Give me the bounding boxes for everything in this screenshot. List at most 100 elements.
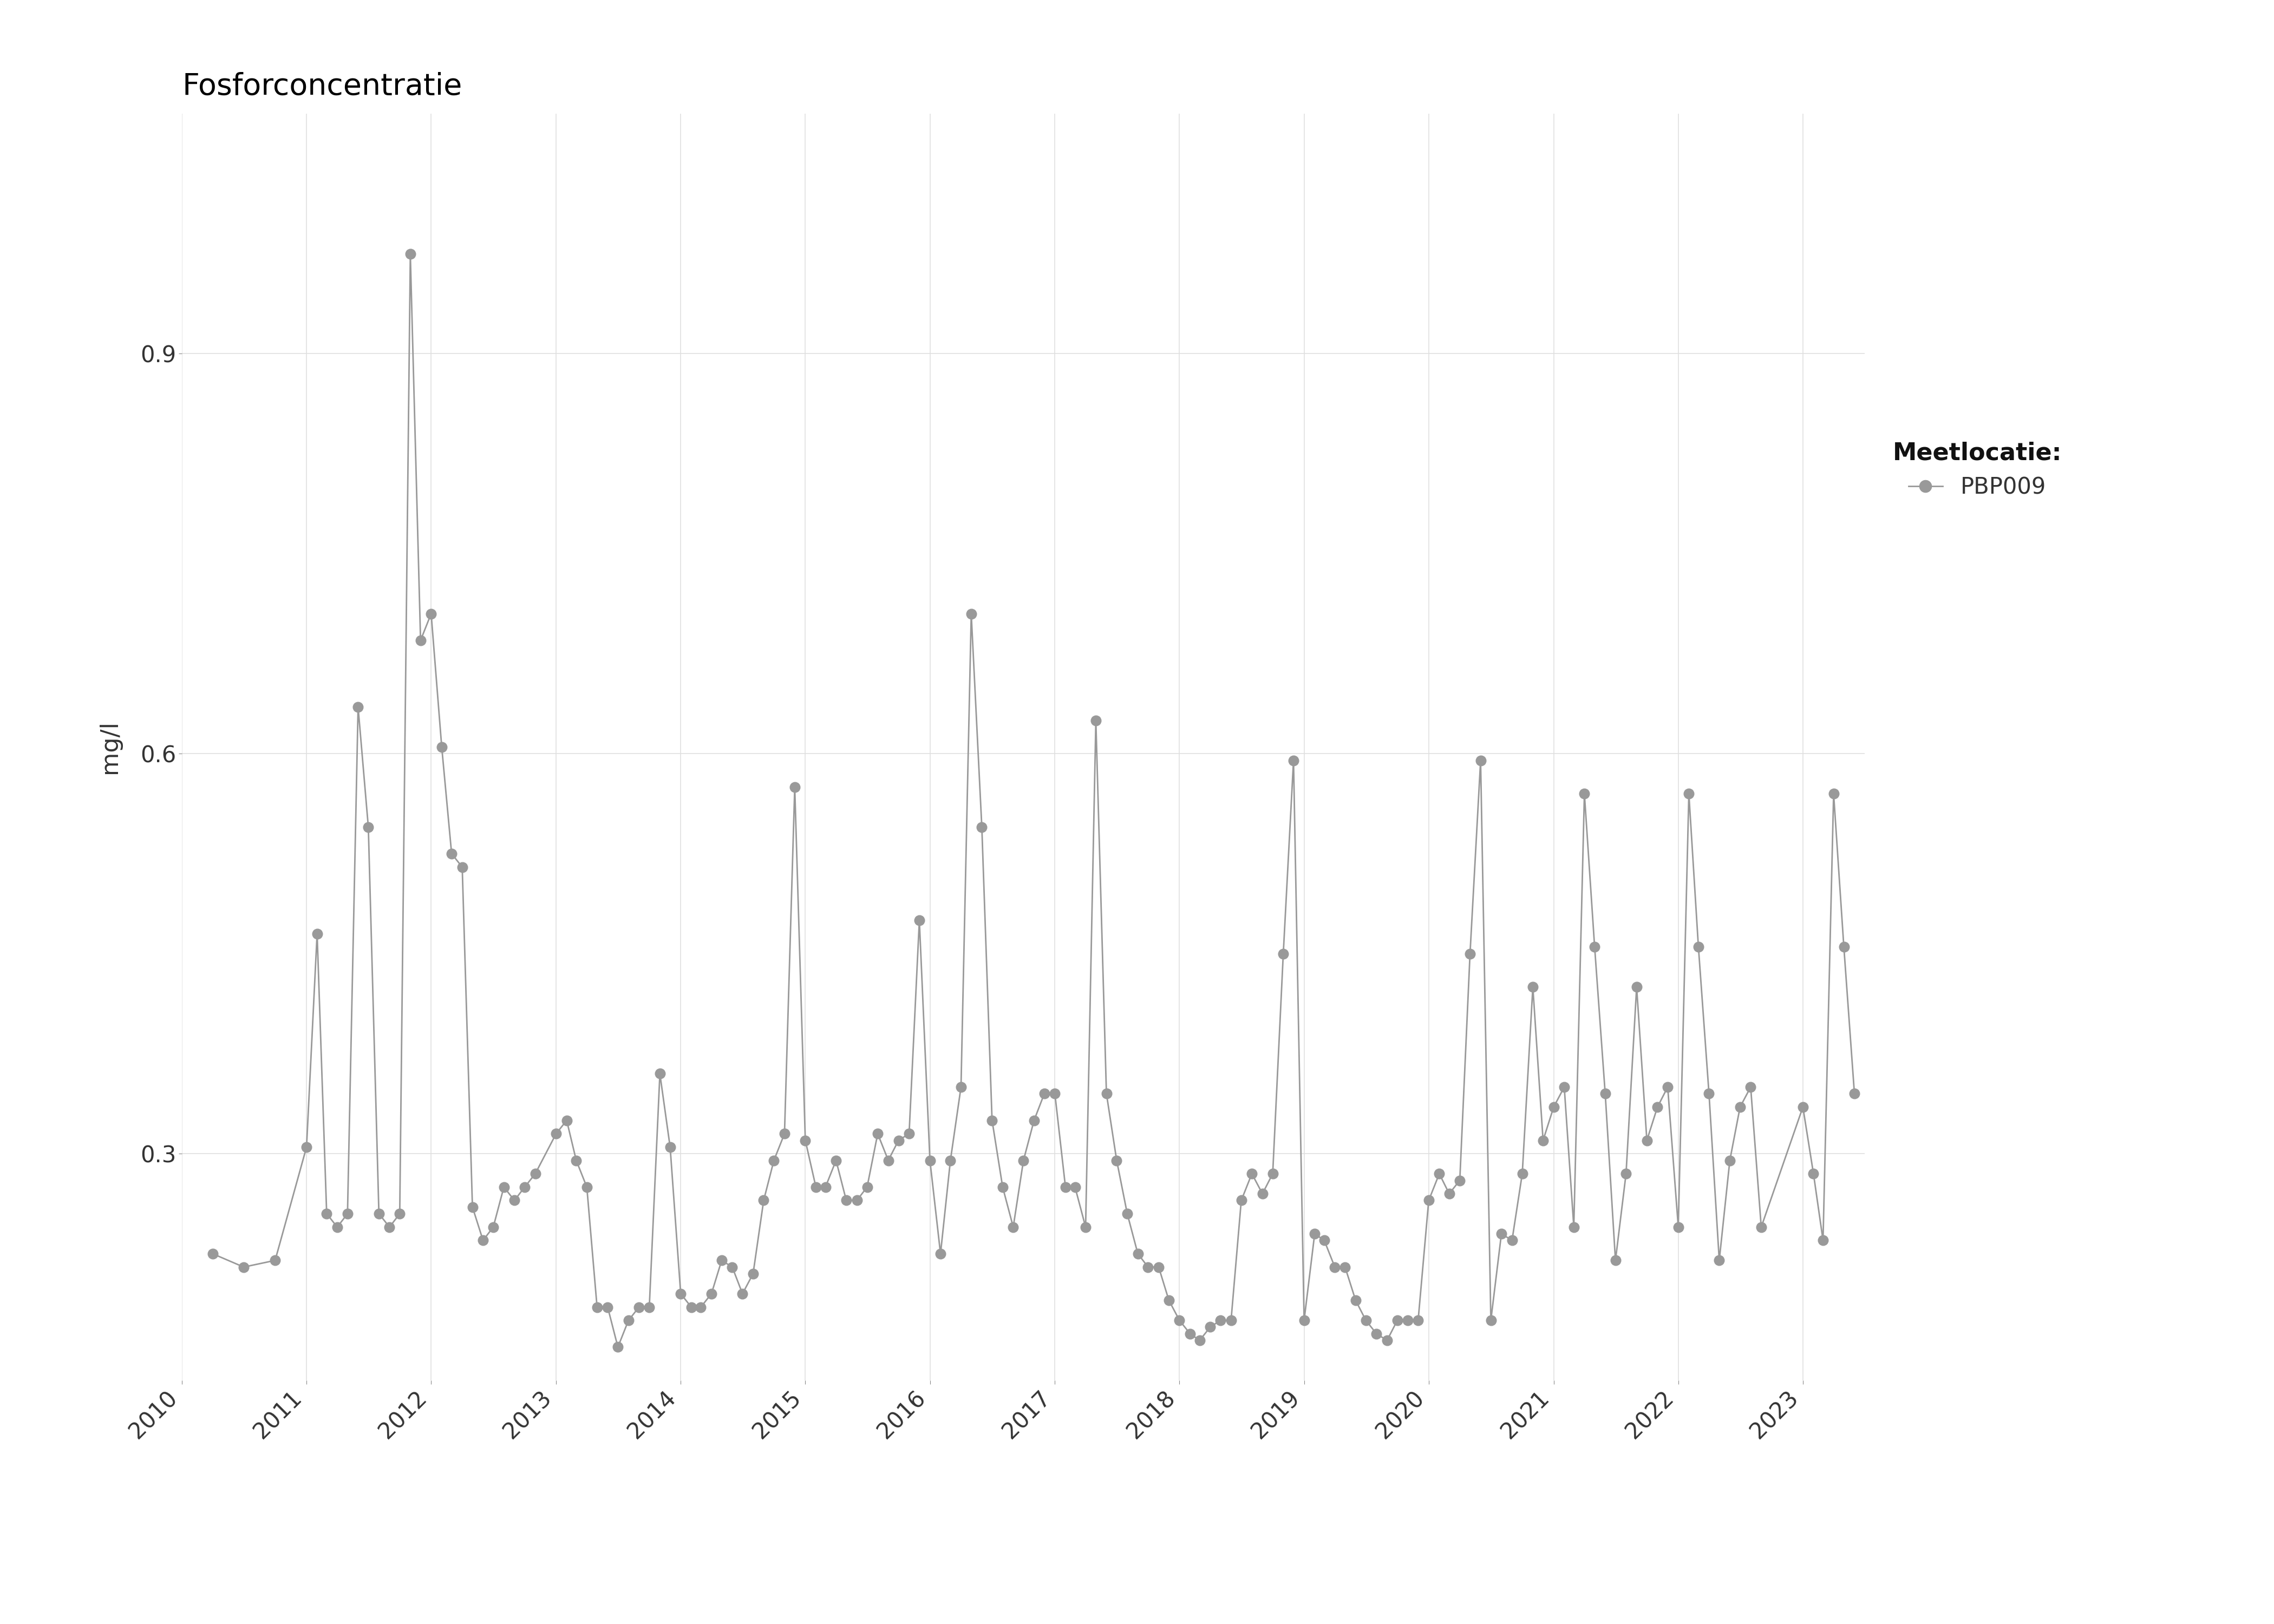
PBP009 [1442, 1168, 1478, 1194]
PBP009 [1692, 1080, 1728, 1106]
PBP009 [714, 1254, 750, 1280]
PBP009 [434, 841, 471, 867]
PBP009 [423, 734, 459, 760]
PBP009 [318, 1215, 355, 1241]
PBP009 [932, 1148, 969, 1174]
PBP009 [1285, 1307, 1321, 1333]
PBP009 [1474, 1307, 1510, 1333]
PBP009 [1701, 1247, 1737, 1273]
PBP009 [632, 1294, 669, 1320]
PBP009 [391, 240, 428, 266]
PBP009 [196, 1241, 232, 1267]
PBP009 [1162, 1307, 1198, 1333]
Y-axis label: mg/l: mg/l [98, 721, 121, 773]
PBP009 [382, 1200, 418, 1226]
PBP009 [860, 1121, 896, 1147]
PBP009 [1733, 1073, 1769, 1099]
PBP009 [891, 1121, 928, 1147]
PBP009 [1526, 1127, 1562, 1153]
PBP009 [1712, 1148, 1749, 1174]
PBP009 [621, 1294, 657, 1320]
PBP009 [1358, 1320, 1394, 1346]
PBP009 [1503, 1161, 1539, 1187]
PBP009 [339, 693, 375, 719]
PBP009 [923, 1241, 960, 1267]
PBP009 [1378, 1307, 1414, 1333]
PBP009 [350, 814, 387, 840]
PBP009 [1462, 747, 1499, 773]
PBP009 [653, 1134, 689, 1160]
PBP009 [402, 627, 439, 653]
PBP009 [371, 1215, 407, 1241]
PBP009 [1785, 1095, 1821, 1121]
PBP009 [1182, 1327, 1219, 1353]
PBP009 [944, 1073, 980, 1099]
PBP009 [1546, 1073, 1583, 1099]
PBP009 [1098, 1148, 1135, 1174]
PBP009 [475, 1215, 512, 1241]
PBP009 [464, 1228, 500, 1254]
PBP009 [1212, 1307, 1248, 1333]
PBP009 [1296, 1221, 1333, 1247]
PBP009 [309, 1200, 346, 1226]
PBP009 [516, 1161, 553, 1187]
PBP009 [225, 1254, 262, 1280]
PBP009 [1567, 781, 1603, 807]
PBP009 [414, 601, 450, 627]
PBP009 [1628, 1127, 1665, 1153]
PBP009 [746, 1187, 782, 1213]
PBP009 [1451, 940, 1487, 966]
PBP009 [580, 1294, 616, 1320]
PBP009 [807, 1174, 844, 1200]
PBP009 [1389, 1307, 1426, 1333]
PBP009 [1089, 1080, 1126, 1106]
PBP009 [557, 1148, 594, 1174]
PBP009 [589, 1294, 625, 1320]
PBP009 [798, 1174, 835, 1200]
PBP009 [1680, 934, 1717, 960]
PBP009 [735, 1260, 771, 1286]
PBP009 [1110, 1200, 1146, 1226]
PBP009 [1514, 974, 1551, 1000]
PBP009 [1555, 1215, 1592, 1241]
PBP009 [1744, 1215, 1781, 1241]
PBP009 [1244, 1181, 1280, 1207]
PBP009 [1005, 1148, 1041, 1174]
PBP009 [257, 1247, 293, 1273]
PBP009 [694, 1281, 730, 1307]
PBP009 [1619, 974, 1655, 1000]
PBP009 [1721, 1095, 1758, 1121]
PBP009 [609, 1307, 646, 1333]
PBP009 [1151, 1288, 1187, 1314]
PBP009 [996, 1215, 1032, 1241]
PBP009 [1401, 1307, 1437, 1333]
PBP009 [496, 1187, 532, 1213]
PBP009 [1826, 934, 1862, 960]
PBP009 [1203, 1307, 1239, 1333]
PBP009 [1037, 1080, 1073, 1106]
PBP009 [548, 1108, 584, 1134]
PBP009 [703, 1247, 739, 1273]
PBP009 [1026, 1080, 1062, 1106]
PBP009 [1337, 1288, 1373, 1314]
PBP009 [1276, 747, 1312, 773]
PBP009 [298, 921, 334, 947]
PBP009 [901, 908, 937, 934]
PBP009 [964, 814, 1001, 840]
PBP009 [973, 1108, 1010, 1134]
PBP009 [1794, 1161, 1831, 1187]
PBP009 [871, 1148, 907, 1174]
PBP009 [641, 1060, 678, 1086]
PBP009 [819, 1148, 855, 1174]
PBP009 [1326, 1254, 1362, 1280]
Text: Fosforconcentratie: Fosforconcentratie [182, 71, 462, 101]
PBP009 [1608, 1161, 1644, 1187]
PBP009 [912, 1148, 948, 1174]
PBP009 [1057, 1174, 1094, 1200]
PBP009 [1649, 1073, 1685, 1099]
PBP009 [1660, 1215, 1696, 1241]
PBP009 [775, 775, 812, 801]
Legend: PBP009: PBP009 [1892, 442, 2063, 499]
PBP009 [1596, 1247, 1633, 1273]
PBP009 [1192, 1314, 1228, 1340]
